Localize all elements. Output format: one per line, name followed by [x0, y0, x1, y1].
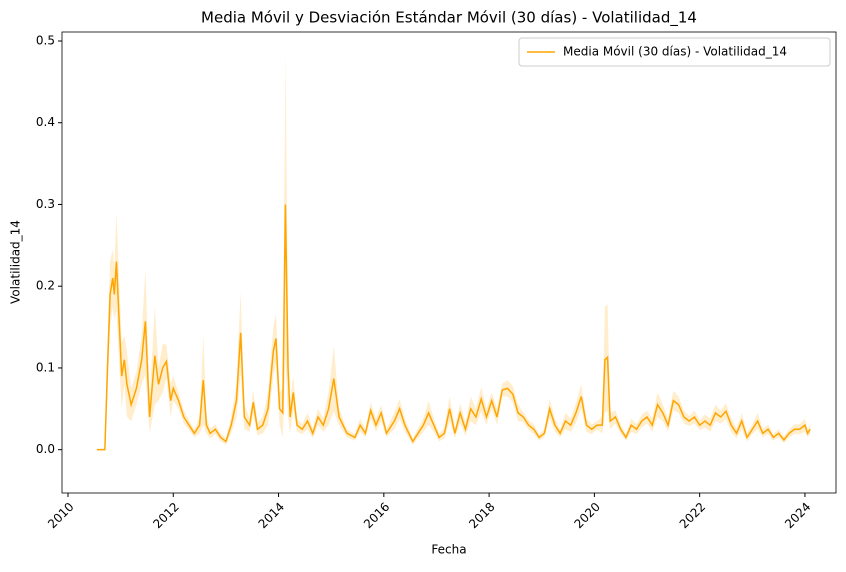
y-tick-label: 0.5	[36, 33, 55, 47]
y-tick-label: 0.1	[36, 360, 55, 374]
y-tick-label: 0.4	[36, 115, 55, 129]
legend-box	[518, 37, 831, 67]
y-tick-label: 0.2	[36, 279, 55, 293]
y-axis-label: Volatilidad_14	[9, 220, 23, 304]
legend-label: Media Móvil (30 días) - Volatilidad_14	[563, 45, 787, 59]
y-tick-label: 0.0	[36, 442, 55, 456]
x-axis-label: Fecha	[431, 543, 466, 557]
y-tick-label: 0.3	[36, 197, 55, 211]
std-band	[96, 53, 811, 451]
chart-title: Media Móvil y Desviación Estándar Móvil …	[201, 9, 697, 28]
series-line	[96, 204, 811, 451]
axes-frame	[61, 31, 837, 494]
